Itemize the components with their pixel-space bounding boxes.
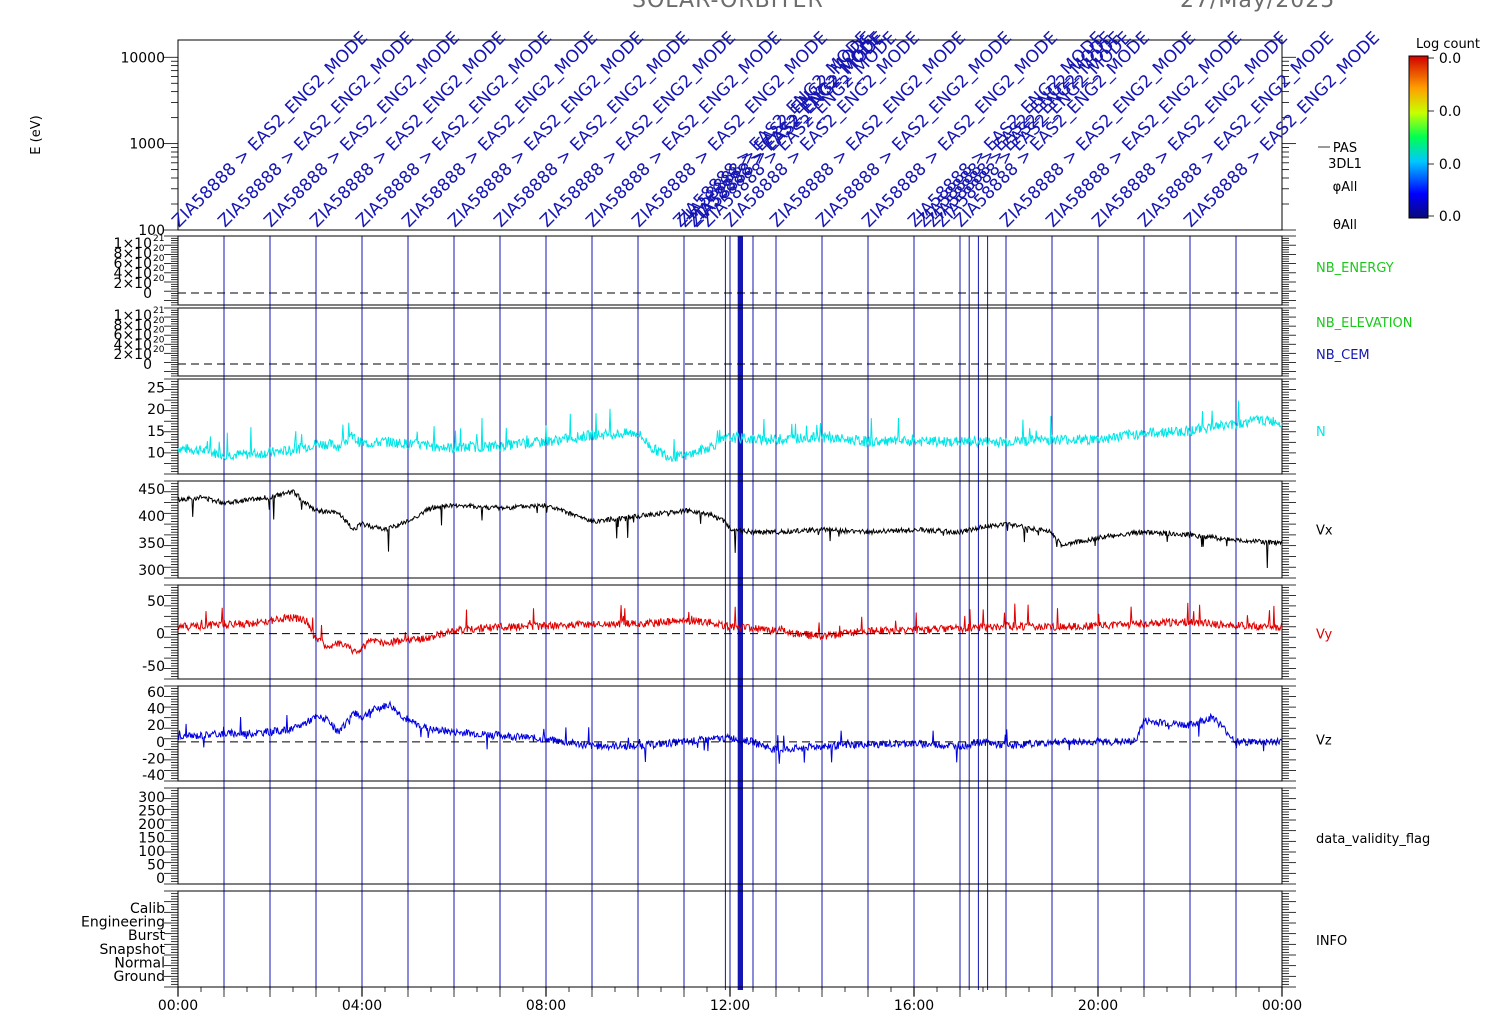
vx-ytick-label: 450: [138, 482, 165, 498]
vz-ytick-label: 20: [147, 718, 165, 734]
spectrogram-right-label: φAll: [1333, 180, 1358, 195]
vz-ytick-label: -20: [142, 752, 165, 768]
xaxis-tick-label: 08:00: [526, 998, 566, 1014]
colorbar-tick-label: 0.0: [1439, 157, 1461, 173]
vy-ytick-label: -50: [142, 659, 165, 675]
validity-ytick-label: 250: [138, 804, 165, 820]
xaxis-tick-label: 20:00: [1078, 998, 1118, 1014]
colorbar-tick-label: 0.0: [1439, 51, 1461, 67]
vz-ytick-label: 60: [147, 685, 165, 701]
info-label: INFO: [1316, 934, 1347, 949]
vx-ytick-label: 350: [138, 536, 165, 552]
xaxis-tick-label: 04:00: [342, 998, 382, 1014]
nb-elevation-panel-ytick-label: 8×10: [114, 318, 152, 334]
vx-series-line: [177, 489, 1283, 569]
nb-elevation-label: NB_ELEVATION: [1316, 316, 1413, 331]
nb-energy-panel-ytick-label: 4×10: [114, 266, 152, 282]
spectrogram-ylabel: E (eV): [29, 115, 44, 154]
nb-energy-panel-ytick-label: 2×10: [114, 276, 152, 292]
nb-cem-label: NB_CEM: [1316, 348, 1370, 363]
xaxis-tick-label: 00:00: [158, 998, 198, 1014]
vz-ytick-label: -40: [142, 768, 165, 784]
nb-energy-panel-ytick-label: 6×10: [114, 256, 152, 272]
validity-ytick-label: 100: [138, 844, 165, 860]
vz-ytick-label: 40: [147, 702, 165, 718]
nb-elevation-panel-ytick-label: 1×10: [114, 308, 152, 324]
nb-elevation-panel-ytick-exponent: 21: [153, 306, 164, 316]
vy-ytick-label: 0: [156, 627, 165, 643]
nb-energy-panel-ytick-exponent: 21: [153, 234, 164, 244]
info-ytick-label: Snapshot: [100, 942, 166, 958]
spectrogram-right-label: θAll: [1333, 218, 1357, 233]
spectrogram-ytick-label: 10000: [120, 50, 165, 66]
vy-ytick-label: 50: [147, 594, 165, 610]
info-ytick-label: Burst: [128, 928, 166, 944]
validity-ytick-label: 50: [147, 858, 165, 874]
density-ytick-label: 15: [147, 424, 165, 440]
spectrogram-ytick-label: 100: [138, 223, 165, 239]
colorbar: [1408, 55, 1429, 219]
spectrogram-ytick-label: 1000: [129, 137, 165, 153]
vy-label: Vy: [1316, 628, 1333, 643]
validity-ytick-label: 300: [138, 790, 165, 806]
nb-energy-label: NB_ENERGY: [1316, 261, 1394, 276]
nb-elevation-panel-ytick-label: 6×10: [114, 328, 152, 344]
nb-energy-panel-ytick-exponent: 20: [153, 274, 165, 284]
xaxis-tick-label: 16:00: [894, 998, 934, 1014]
nb-energy-panel-ytick-exponent: 20: [153, 264, 165, 274]
colorbar-title: Log count: [1416, 37, 1480, 52]
nb-elevation-panel-ytick-label: 4×10: [114, 337, 152, 353]
info-ytick-label: Normal: [114, 955, 165, 971]
vx-ytick-label: 300: [138, 563, 165, 579]
nb-elevation-panel-ytick-exponent: 20: [153, 335, 165, 345]
xaxis-tick-label: 12:00: [710, 998, 750, 1014]
spectrogram-frame: [177, 39, 1283, 231]
spectrogram-right-label: 3DL1: [1328, 157, 1362, 172]
nb-energy-panel-ytick-exponent: 20: [153, 254, 165, 264]
density-label: N: [1316, 425, 1326, 440]
validity-ytick-label: 0: [156, 871, 165, 887]
density-ytick-label: 10: [147, 445, 165, 461]
vz-label: Vz: [1316, 733, 1332, 748]
info-ytick-label: Calib: [130, 901, 165, 917]
vx-ytick-label: 400: [138, 509, 165, 525]
info-ytick-label: Engineering: [81, 915, 165, 931]
density-ytick-label: 25: [147, 381, 165, 397]
nb-energy-panel-ytick-exponent: 20: [153, 244, 165, 254]
colorbar-tick-label: 0.0: [1439, 209, 1461, 225]
colorbar-tick-label: 0.0: [1439, 104, 1461, 120]
validity-label: data_validity_flag: [1316, 832, 1430, 847]
vz-ytick-label: 0: [156, 735, 165, 751]
nb-elevation-panel-ytick-exponent: 20: [153, 345, 165, 355]
density-ytick-label: 20: [147, 402, 165, 418]
mission-title: SOLAR-ORBITER: [632, 0, 824, 13]
info-ytick-label: Ground: [114, 969, 166, 985]
xaxis-tick-label: 00:00: [1262, 998, 1302, 1014]
nb-energy-panel-ytick-label: 1×10: [114, 236, 152, 252]
nb-elevation-panel-ytick-label: 2×10: [114, 347, 152, 363]
nb-energy-panel-ytick-label: 0: [143, 286, 152, 302]
plot-date: 27/May/2025: [1180, 0, 1336, 13]
density-series-line: [177, 400, 1283, 462]
validity-ytick-label: 150: [138, 831, 165, 847]
validity-ytick-label: 200: [138, 817, 165, 833]
spectrogram-right-label: PAS: [1333, 141, 1357, 156]
vx-label: Vx: [1316, 524, 1333, 539]
vz-series-line: [177, 700, 1283, 764]
vy-series-line: [177, 602, 1283, 656]
nb-elevation-panel-ytick-label: 0: [143, 357, 152, 373]
nb-elevation-panel-ytick-exponent: 20: [153, 316, 165, 326]
nb-energy-panel-ytick-label: 8×10: [114, 246, 152, 262]
nb-elevation-panel-ytick-exponent: 20: [153, 326, 165, 336]
